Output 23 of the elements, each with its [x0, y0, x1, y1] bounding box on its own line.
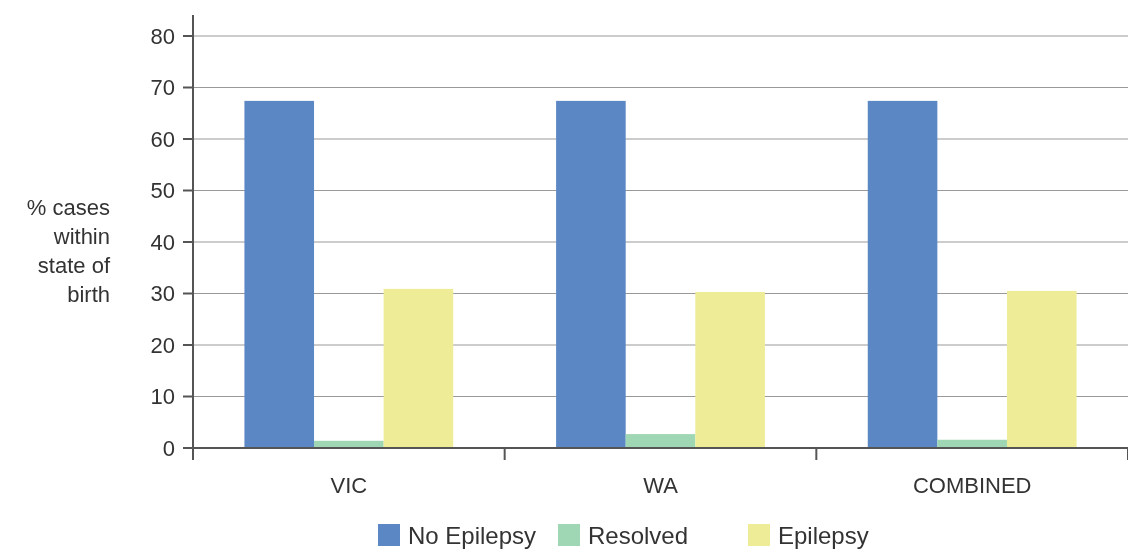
y-tick-label: 20: [150, 332, 175, 358]
y-tick-label: 50: [150, 178, 175, 204]
x-tick-label: COMBINED: [912, 473, 1032, 498]
bar: [867, 100, 938, 448]
x-tick-label: WA: [643, 473, 679, 498]
bar: [244, 100, 315, 448]
legend-label: Epilepsy: [778, 522, 869, 549]
legend-label: Resolved: [588, 522, 689, 549]
bar: [383, 288, 454, 448]
y-tick-label: 10: [150, 384, 175, 410]
y-tick-label: 70: [150, 75, 175, 101]
x-tick-label: VIC: [330, 473, 368, 498]
bar: [695, 291, 765, 448]
y-tick-label: 60: [150, 126, 175, 152]
legend-label: No Epilepsy: [408, 522, 537, 549]
bar: [625, 434, 696, 448]
bar: [1006, 290, 1077, 448]
y-tick-label: 80: [150, 23, 175, 49]
bar: [556, 100, 626, 448]
y-axis-title: % cases within state of birth: [26, 195, 111, 307]
y-tick-label: 40: [150, 229, 175, 255]
y-tick-label: 30: [150, 281, 175, 307]
y-tick-label: 0: [162, 435, 175, 461]
